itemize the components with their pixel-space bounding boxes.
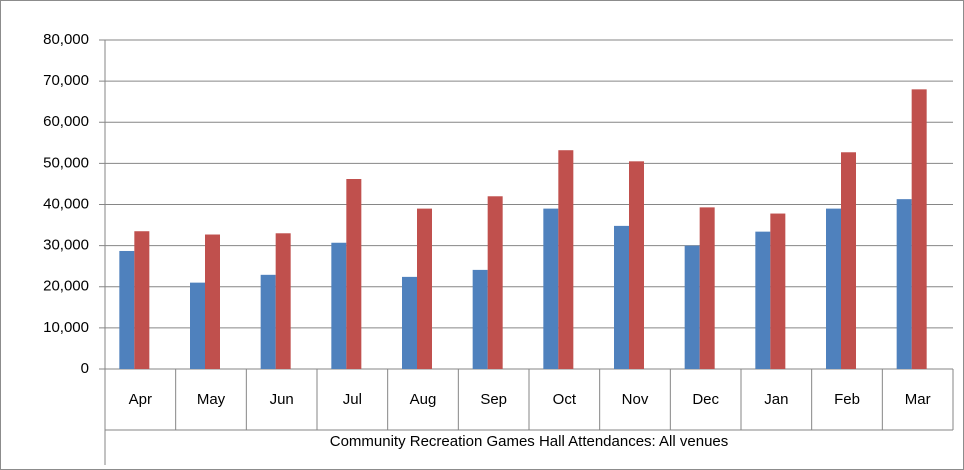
bar [755, 231, 771, 369]
bar [119, 250, 135, 369]
x-tick-label: Jun [270, 391, 294, 408]
y-tick-label: 60,000 [43, 113, 89, 130]
y-tick-label: 70,000 [43, 72, 89, 89]
bar [911, 89, 927, 369]
bar [402, 276, 417, 369]
bar [275, 233, 291, 369]
y-tick-label: 10,000 [43, 319, 89, 336]
bar [346, 179, 362, 369]
bar [417, 208, 432, 369]
bar [614, 225, 629, 369]
y-tick-label: 40,000 [43, 195, 89, 212]
x-tick-label: Jul [343, 391, 362, 408]
bar [190, 282, 205, 369]
x-tick-label: Feb [834, 391, 860, 408]
bar [134, 231, 150, 369]
y-tick-label: 80,000 [43, 31, 89, 48]
bar [770, 213, 786, 369]
bar [841, 152, 856, 369]
x-tick-label: Aug [410, 391, 437, 408]
y-tick-label: 0 [81, 360, 89, 377]
bar [558, 150, 574, 369]
x-tick-label: Sep [480, 391, 507, 408]
x-tick-label: Apr [129, 391, 152, 408]
x-tick-label: Nov [622, 391, 649, 408]
bar [205, 234, 220, 369]
x-tick-label: Jan [764, 391, 788, 408]
bar [331, 242, 347, 369]
x-tick-label: Mar [905, 391, 931, 408]
bar [826, 208, 841, 369]
bar [699, 207, 715, 369]
x-axis-title: Community Recreation Games Hall Attendan… [330, 433, 729, 450]
bar [472, 269, 488, 369]
bar [684, 245, 700, 369]
x-tick-label: Oct [553, 391, 577, 408]
x-tick-label: Dec [692, 391, 719, 408]
y-tick-label: 30,000 [43, 237, 89, 254]
x-tick-label: May [197, 391, 226, 408]
bar [896, 199, 912, 369]
bar [543, 208, 559, 369]
bar [487, 196, 503, 369]
y-tick-label: 20,000 [43, 278, 89, 295]
bar [260, 274, 276, 369]
y-tick-label: 50,000 [43, 154, 89, 171]
bar [629, 161, 644, 369]
